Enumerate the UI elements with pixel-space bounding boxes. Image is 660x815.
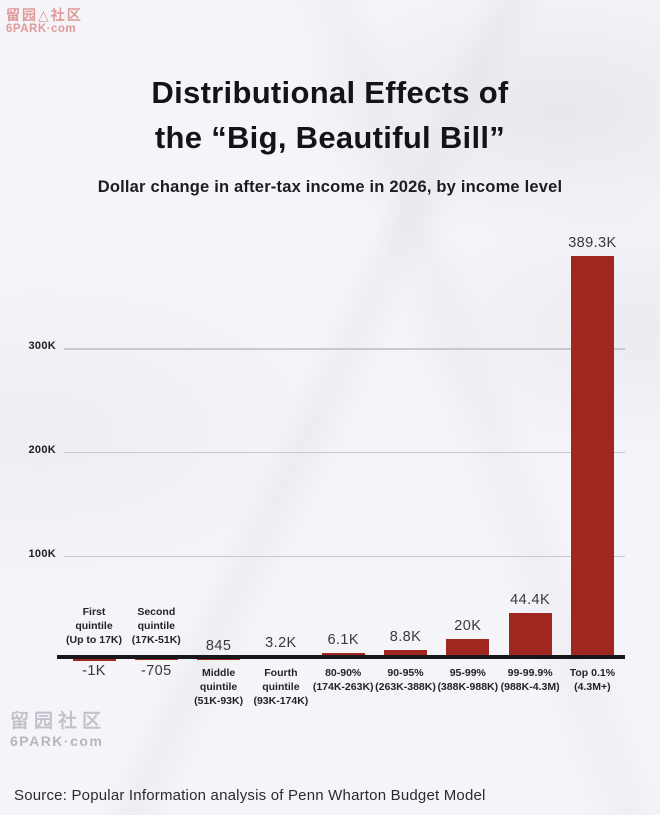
watermark-bottom-line2: 6PARK·com [10, 733, 104, 749]
bar-value-label: -705 [140, 662, 172, 679]
bar-value-label: 6.1K [327, 632, 359, 649]
bar-value-label: 3.2K [265, 635, 297, 652]
bar-category-label-line: (17K-51K) [131, 634, 181, 647]
bar [570, 255, 614, 660]
bar-category-label-line: 95-99% [449, 667, 486, 679]
bar-category-label-line: (93K-174K) [253, 695, 309, 708]
y-tick-label: 100K [28, 547, 56, 560]
bar-category-label-line: quintile [262, 681, 300, 694]
bar-category-label: First quintile (Up to 17K) [48, 605, 140, 648]
bar-category-label-line: (51K-93K) [194, 695, 244, 708]
watermark-bottom-line1: 留园社区 [10, 711, 107, 732]
bar-category-label-line: Top 0.1% [569, 667, 616, 679]
bar-category-label-line: (388K-988K) [437, 681, 499, 694]
bar-category-label-line: Middle [201, 667, 236, 679]
bar [384, 650, 427, 660]
bar-category-label: Second quintile (17K-51K) [110, 605, 202, 648]
bar-category-label: 99-99.9% (988K-4.3M) [484, 666, 576, 694]
bar [134, 658, 178, 661]
bar-category-label-line: quintile [199, 681, 238, 694]
y-gridline [64, 348, 625, 350]
bar-category-label: 80-90% (174K-263K) [297, 666, 389, 694]
bar-category-label-line: quintile [75, 620, 113, 633]
x-axis-line [57, 655, 625, 659]
bar-category-label-line: quintile [137, 620, 175, 633]
bar-category-label-line: 90-95% [387, 667, 424, 679]
bar-category-label-line: Second [137, 606, 176, 618]
watermark-bottom: 留园社区 6PARK·com [10, 711, 106, 749]
y-gridline [64, 555, 625, 558]
bar-value-label: 20K [454, 617, 482, 634]
y-gridline [64, 452, 625, 454]
y-tick-label: 300K [28, 340, 56, 353]
bar [72, 658, 116, 661]
bar-category-label: Top 0.1% (4.3M+) [546, 666, 638, 694]
bar-value-label: 44.4K [510, 592, 551, 609]
bar-category-label: Fourth quintile (93K-174K) [235, 666, 327, 709]
bar-value-label: 8.8K [389, 629, 422, 646]
bar [446, 638, 490, 660]
bar [508, 613, 552, 660]
bar-category-label-line: 80-90% [325, 667, 362, 679]
bar-value-label: -1K [82, 662, 106, 679]
bar-category-label-line: Fourth [264, 667, 298, 679]
chart-subtitle: Dollar change in after-tax income in 202… [97, 178, 563, 196]
bar [197, 658, 241, 660]
bar-value-label: 845 [205, 637, 232, 654]
bar-category-label-line: First [82, 606, 106, 618]
chart-title-line2: the “Big, Beautiful Bill” [154, 120, 506, 155]
bar-category-label: Middle quintile (51K-93K) [173, 666, 265, 709]
bar-category-label: 95-99% (388K-988K) [422, 666, 514, 694]
bar-value-label: 389.3K [568, 234, 617, 251]
bar-category-label-line: (Up to 17K) [66, 634, 122, 647]
bar-category-label-line: 99-99.9% [507, 667, 553, 679]
y-tick-label: 200K [28, 444, 56, 457]
chart-title-line1: Distributional Effects of [151, 75, 509, 110]
chart-title: Distributional Effects of the “Big, Beau… [0, 70, 660, 160]
watermark-top-line1: 留园△社区 [6, 7, 83, 23]
bar-category-label-line: (174K-263K) [312, 681, 374, 694]
bar-category-label-line: (4.3M+) [574, 681, 611, 694]
watermark-top-line2: 6PARK·com [6, 23, 77, 36]
bar-category-label-line: (263K-388K) [375, 681, 436, 694]
bar-category-label-line: (988K-4.3M) [500, 681, 560, 694]
source-note: Source: Popular Information analysis of … [14, 787, 486, 804]
watermark-top: 留园△社区 6PARK·com [6, 7, 83, 36]
bar-category-label: 90-95% (263K-388K) [360, 666, 452, 694]
